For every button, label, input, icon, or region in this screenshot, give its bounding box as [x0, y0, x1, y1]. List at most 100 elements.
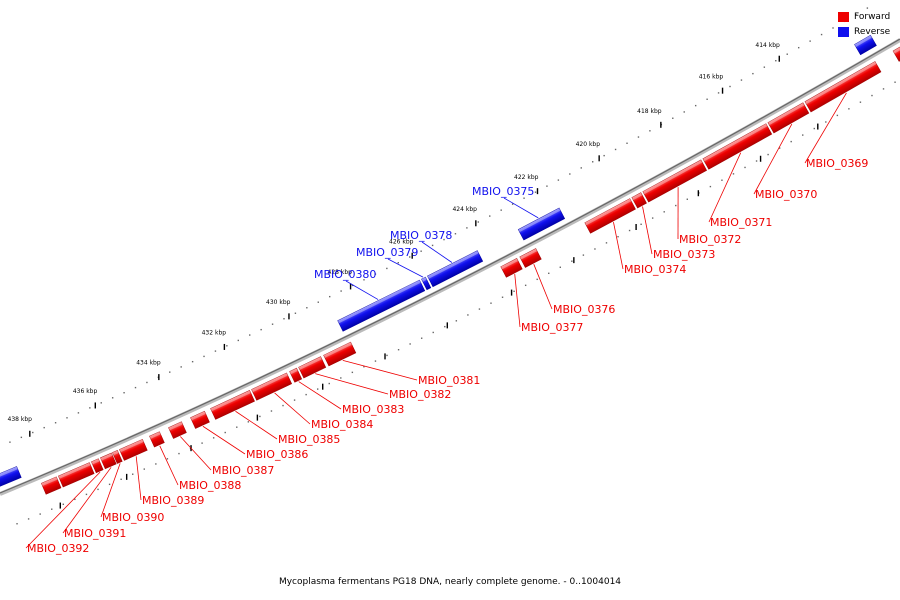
inner-dot	[536, 278, 538, 281]
inner-dot	[686, 198, 689, 200]
gene-mbio_0388[interactable]	[149, 431, 165, 448]
outer-dot	[477, 221, 480, 223]
gene-mbio_0371[interactable]	[702, 123, 773, 170]
inner-dot	[813, 127, 815, 130]
gene-highlight	[519, 248, 538, 260]
gene-label-mbio_0389[interactable]: MBIO_0389	[142, 494, 204, 507]
gene-label-mbio_0391[interactable]: MBIO_0391	[64, 527, 126, 540]
outer-dot	[752, 72, 754, 75]
inner-dot	[97, 488, 99, 491]
gene-mbio_0370[interactable]	[767, 102, 810, 134]
gene-label-mbio_0373[interactable]: MBIO_0373	[653, 248, 715, 261]
inner-dot	[259, 415, 261, 418]
gene-mbio_0379[interactable]	[421, 276, 432, 291]
gene-label-mbio_0370[interactable]: MBIO_0370	[755, 188, 817, 201]
inner-dot	[802, 134, 804, 136]
gene-label-mbio_0378[interactable]: MBIO_0378	[390, 229, 452, 242]
inner-dot	[85, 493, 88, 496]
gene-mbio_0382[interactable]	[298, 356, 327, 379]
outer-dot	[683, 111, 685, 113]
gene-label-mbio_0381[interactable]: MBIO_0381	[418, 374, 480, 387]
gene-body	[58, 462, 95, 488]
gene-label-mbio_0374[interactable]: MBIO_0374	[624, 263, 686, 276]
inner-dot	[212, 437, 215, 439]
gene-mbio_0374[interactable]	[584, 198, 636, 234]
gene-mbio_0375[interactable]	[517, 207, 566, 241]
gene-label-mbio_0387[interactable]: MBIO_0387	[212, 464, 274, 477]
outer-dot	[203, 355, 205, 358]
gene-mbio_0384[interactable]	[251, 372, 293, 401]
gene-highlight	[854, 35, 872, 48]
inner-dot	[859, 101, 862, 103]
gene-highlight	[289, 368, 298, 375]
gene-mbio_0392[interactable]	[91, 458, 104, 474]
gene-highlight	[210, 390, 251, 412]
leader-line	[180, 436, 212, 471]
gene-label-mbio_0386[interactable]: MBIO_0386	[246, 448, 308, 461]
gene-mbio_0385[interactable]	[210, 390, 255, 420]
gene-label-mbio_0383[interactable]: MBIO_0383	[342, 403, 404, 416]
gene-body	[519, 248, 542, 268]
gene-highlight	[58, 462, 91, 479]
gene-unlabeled[interactable]	[892, 44, 900, 62]
inner-dot	[201, 442, 203, 444]
inner-dot	[605, 242, 608, 244]
gene-label-mbio_0384[interactable]: MBIO_0384	[311, 418, 373, 431]
gene-label-mbio_0379[interactable]: MBIO_0379	[356, 246, 418, 259]
gene-label-mbio_0377[interactable]: MBIO_0377	[521, 321, 583, 334]
gene-label-mbio_0375[interactable]: MBIO_0375	[472, 185, 534, 198]
gene-mbio_0387[interactable]	[168, 421, 187, 439]
gene-mbio_0391[interactable]	[100, 452, 117, 470]
gene-mbio_0369[interactable]	[804, 61, 882, 113]
outer-dot	[797, 46, 800, 49]
gene-mbio_0373[interactable]	[631, 192, 647, 209]
gene-mbio_0378[interactable]	[427, 250, 484, 288]
gene-unlabeled[interactable]	[0, 466, 22, 488]
gene-label-mbio_0385[interactable]: MBIO_0385	[278, 433, 340, 446]
gene-mbio_0386[interactable]	[190, 410, 210, 429]
gene-unlabeled[interactable]	[854, 34, 877, 56]
tick-label: 428 kbp	[328, 269, 353, 276]
gene-highlight	[251, 372, 288, 393]
gene-body	[41, 476, 62, 495]
gene-label-mbio_0392[interactable]: MBIO_0392	[27, 542, 89, 555]
inner-dot	[397, 349, 400, 351]
gene-mbio_0376[interactable]	[519, 248, 542, 268]
gene-mbio_0381[interactable]	[323, 341, 357, 367]
gene-highlight	[91, 458, 100, 465]
inner-dot	[490, 302, 492, 304]
gene-mbio_0383[interactable]	[289, 367, 303, 383]
gene-mbio_0380[interactable]	[337, 279, 426, 332]
leader-line	[135, 456, 142, 501]
gene-highlight	[298, 356, 322, 370]
gene-mbio_0372[interactable]	[642, 159, 708, 203]
gene-mbio_0377[interactable]	[500, 258, 523, 278]
inner-dot	[559, 266, 561, 268]
gene-body	[427, 250, 484, 288]
inner-dot	[16, 523, 18, 525]
outer-dot	[351, 284, 354, 287]
inner-dot	[224, 431, 226, 434]
leader-line	[342, 359, 418, 381]
gene-unlabeled[interactable]	[41, 476, 62, 495]
inner-dot	[640, 223, 642, 226]
gene-label-mbio_0369[interactable]: MBIO_0369	[806, 157, 868, 170]
gene-label-mbio_0372[interactable]: MBIO_0372	[679, 233, 741, 246]
outer-dot	[89, 407, 91, 409]
gene-highlight	[41, 476, 58, 486]
inner-dot	[778, 147, 781, 149]
gene-label-mbio_0390[interactable]: MBIO_0390	[102, 511, 164, 524]
gene-label-mbio_0388[interactable]: MBIO_0388	[179, 479, 241, 492]
leader-line	[387, 258, 424, 278]
gene-label-mbio_0376[interactable]: MBIO_0376	[553, 303, 615, 316]
inner-dot	[755, 160, 758, 162]
gene-label-mbio_0371[interactable]: MBIO_0371	[710, 216, 772, 229]
gene-highlight	[168, 421, 183, 431]
outer-dot	[832, 27, 834, 29]
gene-label-mbio_0382[interactable]: MBIO_0382	[389, 388, 451, 401]
gene-mbio_0390[interactable]	[112, 450, 123, 464]
gene-unlabeled[interactable]	[58, 462, 95, 488]
gene-mbio_0389[interactable]	[119, 438, 148, 461]
gene-label-mbio_0380[interactable]: MBIO_0380	[314, 268, 376, 281]
